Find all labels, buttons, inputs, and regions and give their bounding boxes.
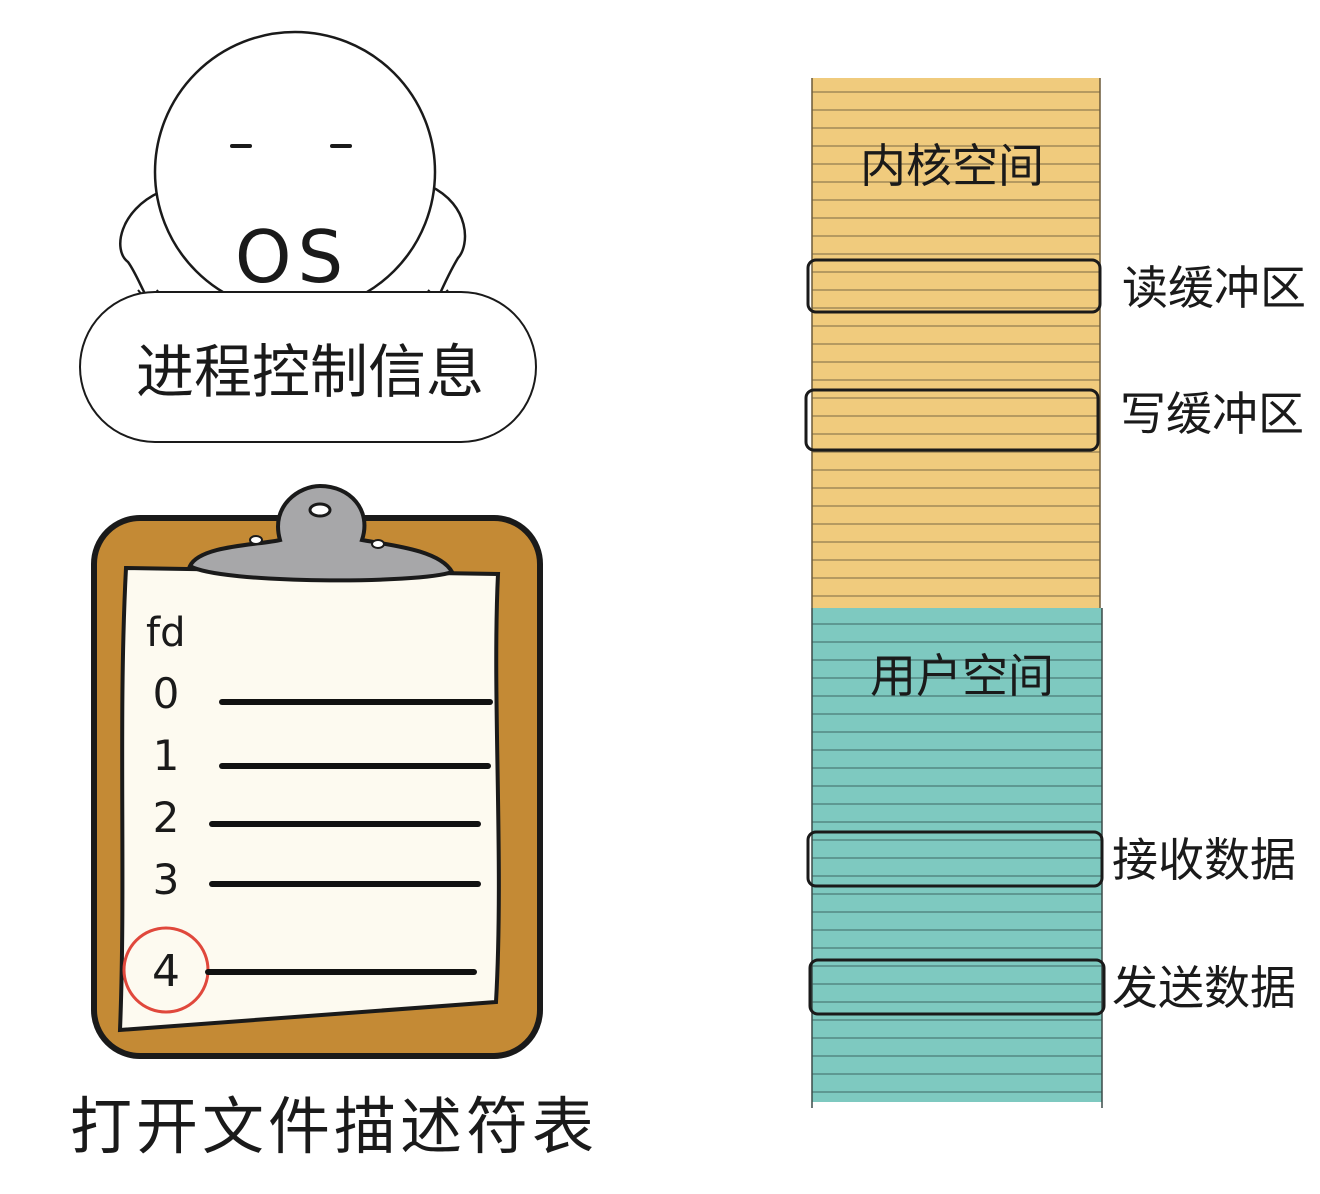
user-space-label: 用户空间 bbox=[870, 649, 1054, 703]
os-label: OS bbox=[235, 215, 349, 299]
write-buffer-label: 写缓冲区 bbox=[1120, 387, 1304, 441]
read-buffer-label: 读缓冲区 bbox=[1122, 261, 1306, 315]
os-banner-text: 进程控制信息 bbox=[136, 338, 484, 406]
kernel-ruled-lines bbox=[812, 91, 1100, 597]
fd-row-label: 4 bbox=[152, 946, 180, 997]
fd-row-label: 3 bbox=[153, 855, 180, 904]
send-data-label: 发送数据 bbox=[1112, 961, 1296, 1015]
clipboard-paper bbox=[117, 565, 501, 1033]
kernel-space-label: 内核空间 bbox=[860, 139, 1044, 193]
os-left-arm bbox=[119, 190, 162, 302]
memory-layout: 内核空间 用户空间 读缓冲区 写缓冲区 接收数据 发送数据 bbox=[804, 78, 1306, 1108]
fd-row-label: 0 bbox=[153, 669, 180, 718]
fd-row-label: 1 bbox=[153, 731, 180, 780]
os-character: OS 进程控制信息 bbox=[79, 30, 537, 443]
fd-row-label: 2 bbox=[153, 793, 180, 842]
fd-table-clipboard: fd 0 1 2 3 4 打开文件描述符表 bbox=[70, 483, 598, 1163]
user-ruled-lines bbox=[812, 623, 1102, 1093]
fd-header: fd bbox=[146, 610, 185, 656]
receive-data-box bbox=[806, 830, 1104, 888]
os-right-arm bbox=[428, 184, 467, 300]
fd-table-caption: 打开文件描述符表 bbox=[70, 1090, 598, 1163]
kernel-space-region bbox=[812, 78, 1100, 608]
os-banner bbox=[79, 291, 537, 443]
receive-data-label: 接收数据 bbox=[1112, 833, 1296, 887]
read-buffer-box bbox=[806, 258, 1102, 314]
send-data-box bbox=[808, 958, 1106, 1016]
write-buffer-box bbox=[804, 388, 1100, 452]
clipboard-clip bbox=[187, 483, 455, 583]
